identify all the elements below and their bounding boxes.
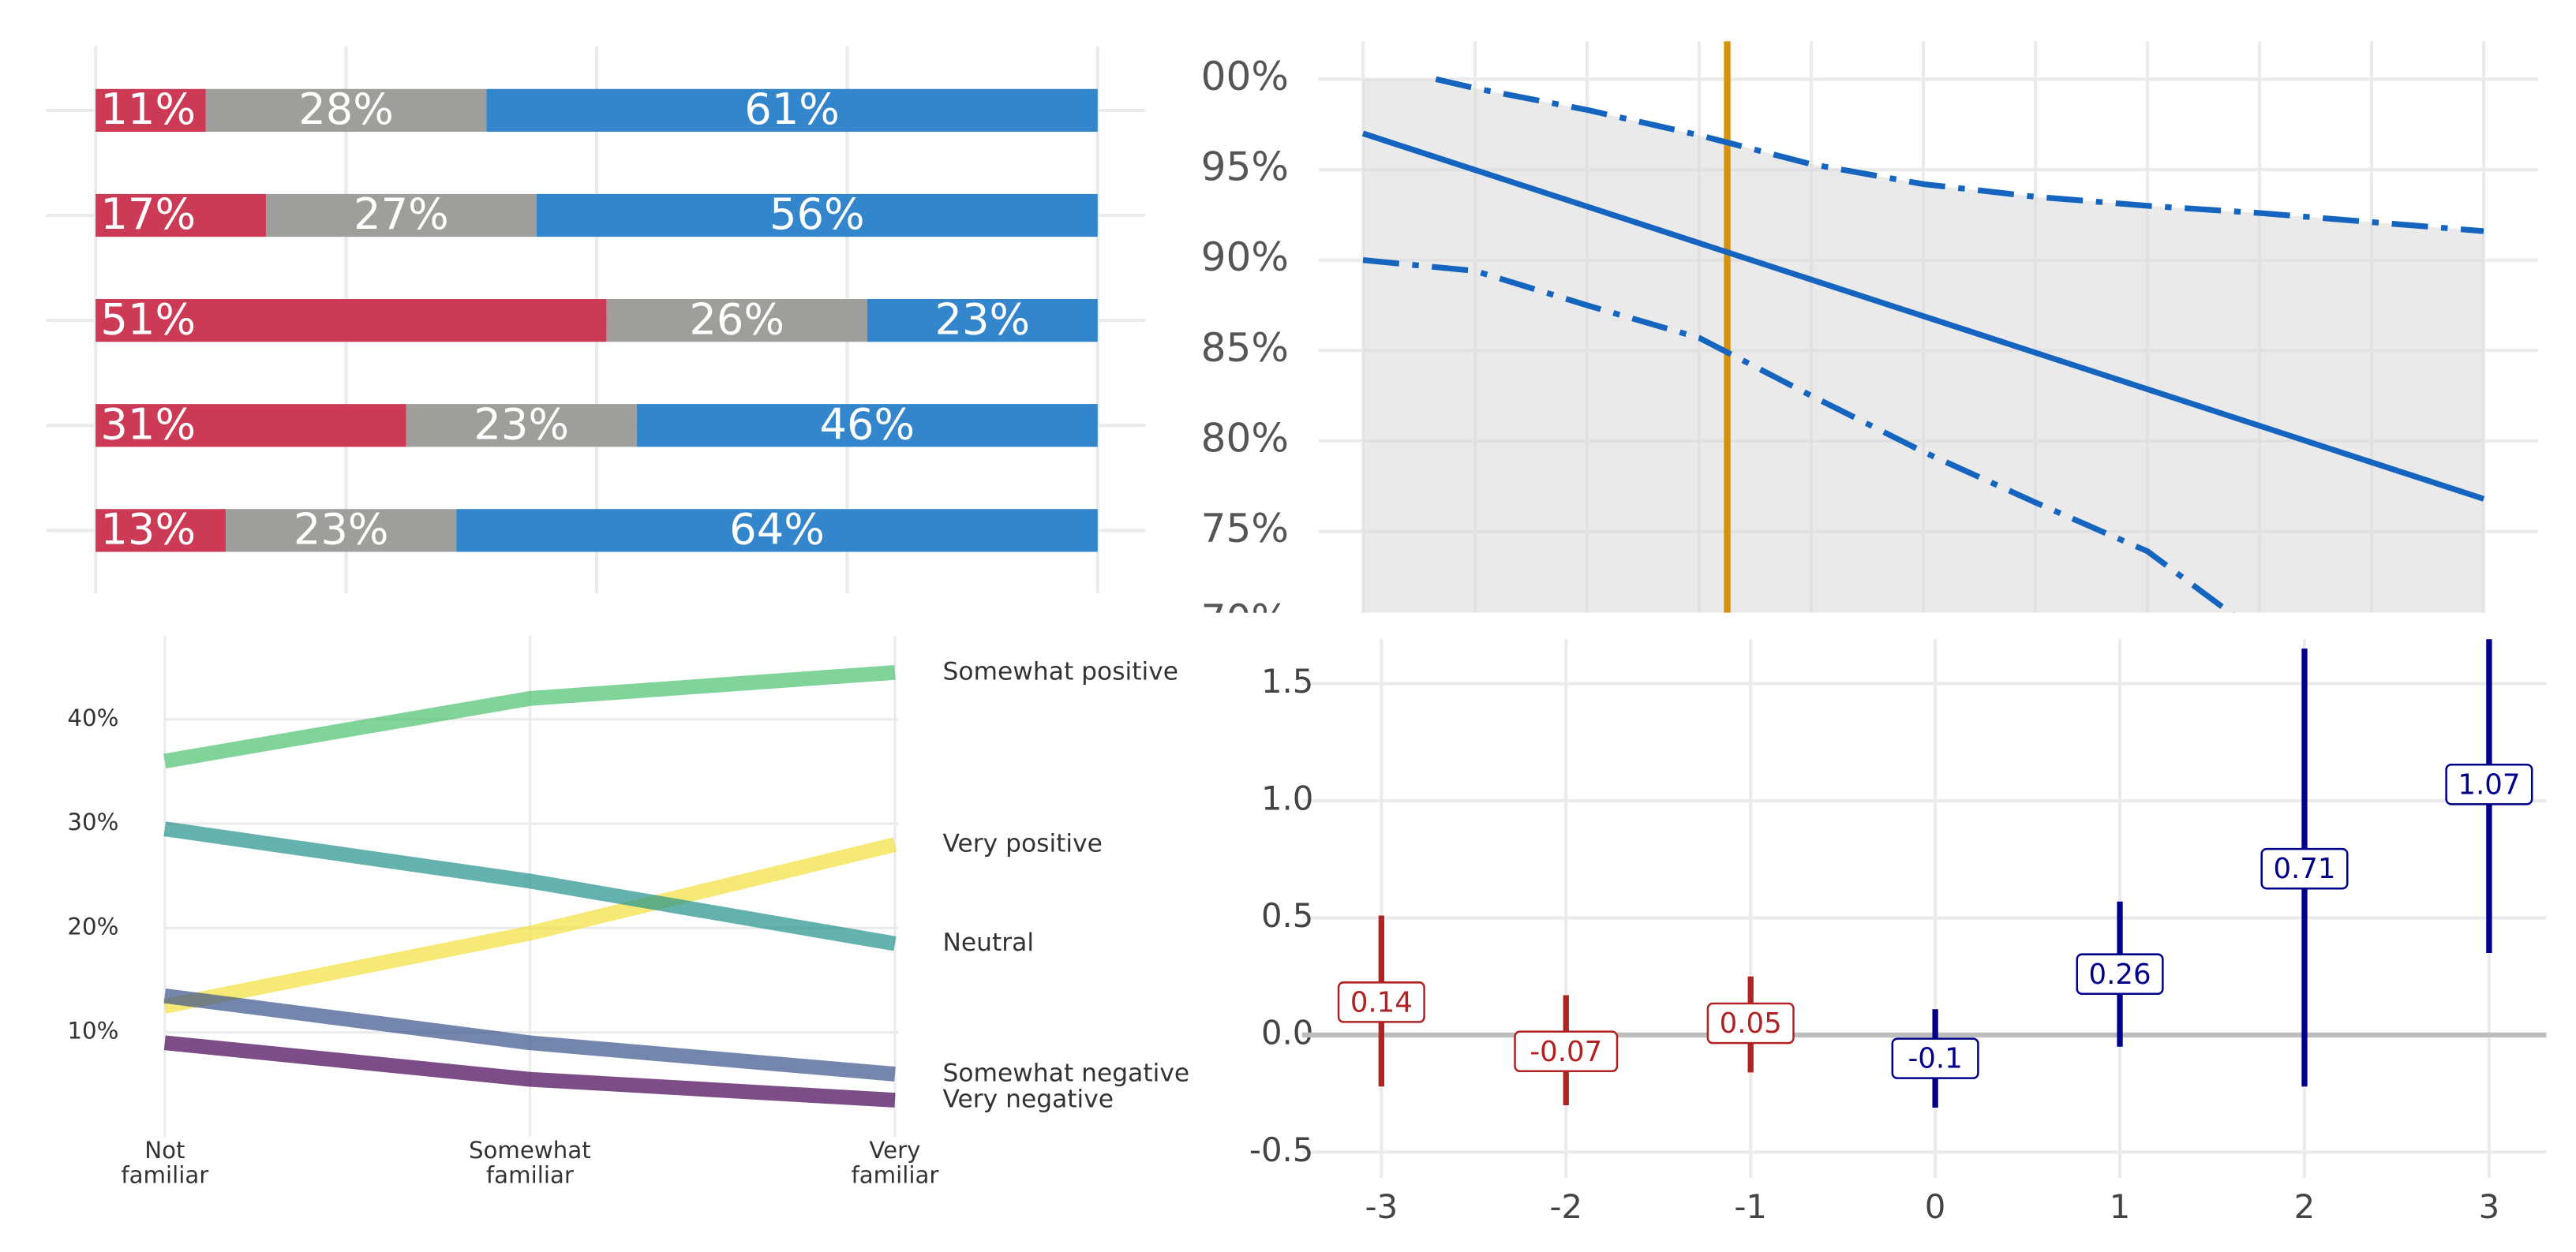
series-label: Somewhat positive xyxy=(943,657,1179,686)
x-tick-label-box: Somewhat familiar xyxy=(468,1140,591,1190)
series-label: Very positive xyxy=(943,830,1103,858)
value-label: 51% xyxy=(100,294,196,344)
y-tick-label: 95% xyxy=(1201,144,1289,190)
label-box xyxy=(1706,1002,1795,1045)
line xyxy=(163,821,897,951)
value-label: -0.1 xyxy=(1908,1043,1962,1075)
plot-area xyxy=(1361,41,2485,613)
plot-area: 0.14 -0.07 0.05 -0.1 0.26 0.71 1.07 xyxy=(1337,639,2533,1108)
x-tick-label-box: Very familiar xyxy=(851,1140,939,1190)
value-label: 1.07 xyxy=(2458,768,2520,801)
value-label: 26% xyxy=(689,294,784,344)
label-box xyxy=(1891,1037,1979,1079)
value-label: 0.26 xyxy=(2089,959,2151,991)
x-tick-label: 3 xyxy=(2479,1187,2500,1226)
value-label: 0.05 xyxy=(1720,1007,1782,1040)
value-label: 64% xyxy=(729,505,825,555)
y-tick-label: 100% xyxy=(1176,53,1289,99)
value-label: 0.14 xyxy=(1350,986,1413,1018)
bar-segment xyxy=(406,404,637,447)
x-tick-label: -3 xyxy=(1365,1187,1398,1226)
bar-segment xyxy=(95,299,607,342)
y-tick-label: 30% xyxy=(67,809,118,835)
value-label: -0.07 xyxy=(1530,1036,1602,1068)
value-label: 46% xyxy=(819,399,915,449)
x-tick-label-box: Not familiar xyxy=(121,1140,209,1190)
y-tick-label: 90% xyxy=(1201,234,1289,280)
bar-segment xyxy=(95,193,266,237)
bar-segment xyxy=(456,509,1098,552)
y-tick-label: 20% xyxy=(67,913,118,940)
y-tick-label: 0.5 xyxy=(1261,896,1313,935)
series-label: Very negative xyxy=(943,1086,1114,1114)
line-panel: 10% 20% 30% 40% Not familiar Somewhat familia… xyxy=(67,636,1190,1190)
y-tick-label: 40% xyxy=(67,704,118,731)
y-tick-label: 80% xyxy=(1201,414,1289,461)
x-tick-label: Very familiar xyxy=(851,1140,939,1190)
label-box xyxy=(1514,1030,1619,1073)
bar-segment xyxy=(636,404,1098,447)
line xyxy=(1435,76,2484,234)
x-tick-label: -1 xyxy=(1734,1187,1767,1226)
value-label: 31% xyxy=(100,399,196,449)
line xyxy=(163,837,897,1014)
bar-segment xyxy=(867,299,1098,342)
bar-segment xyxy=(226,509,457,552)
bar-segment xyxy=(606,299,867,342)
ribbon xyxy=(1363,79,2484,613)
label-box xyxy=(2445,763,2533,805)
line xyxy=(163,988,896,1082)
label-box xyxy=(2076,953,2164,996)
series-label: Somewhat negative xyxy=(943,1059,1190,1087)
x-tick-label: Not familiar xyxy=(121,1140,209,1190)
bar-segment xyxy=(95,509,227,552)
value-label: 56% xyxy=(769,189,865,239)
value-label: 17% xyxy=(100,189,196,239)
bar-segment xyxy=(265,193,537,237)
bar-segment xyxy=(95,88,206,133)
value-label: 11% xyxy=(100,84,196,134)
y-tick-label: 1.0 xyxy=(1261,779,1313,818)
x-tick-label: 0 xyxy=(1925,1187,1946,1226)
label-box xyxy=(2260,847,2349,890)
ribbon-line-panel: 100% 95% 90% 85% 80% 75% 70% xyxy=(1176,41,2538,642)
line xyxy=(163,1035,896,1108)
series-label: Neutral xyxy=(943,929,1035,957)
y-tick-label: 1.5 xyxy=(1261,662,1313,701)
y-tick-label: 75% xyxy=(1201,505,1289,551)
value-label: 23% xyxy=(294,505,389,555)
line xyxy=(163,664,896,768)
stacked-bar-panel: 11% 28% 61% 17% 27% 56% 51% 26% 23% 31% 23% 46% 13% 2… xyxy=(46,46,1146,593)
errorbar-panel: 1.51.00.50.0-0.5-3 -2 -1 0 1 2 30.14-0.070.05-… xyxy=(1249,639,2547,1226)
value-label: 23% xyxy=(474,399,569,449)
value-label: 27% xyxy=(354,189,449,239)
line xyxy=(1361,130,2485,502)
bar-segment xyxy=(486,88,1098,133)
y-tick-label: 10% xyxy=(67,1018,118,1045)
line xyxy=(1362,257,2236,613)
value-label: 61% xyxy=(744,84,840,134)
label-box xyxy=(1337,981,1425,1023)
bar-segment xyxy=(95,404,406,447)
value-label: 13% xyxy=(100,505,196,555)
value-label: 28% xyxy=(298,84,394,134)
x-tick-label: Somewhat familiar xyxy=(468,1140,591,1190)
bar-segment xyxy=(536,193,1098,237)
bar-segment xyxy=(205,88,487,133)
x-tick-label: 2 xyxy=(2294,1187,2316,1226)
x-tick-label: -2 xyxy=(1549,1187,1582,1226)
value-label: 23% xyxy=(934,294,1030,344)
y-tick-label: -0.5 xyxy=(1249,1131,1313,1169)
y-tick-label: 70% xyxy=(1201,596,1289,642)
value-label: 0.71 xyxy=(2273,853,2335,885)
y-tick-label: 85% xyxy=(1201,324,1289,371)
x-tick-label: 1 xyxy=(2110,1187,2131,1226)
